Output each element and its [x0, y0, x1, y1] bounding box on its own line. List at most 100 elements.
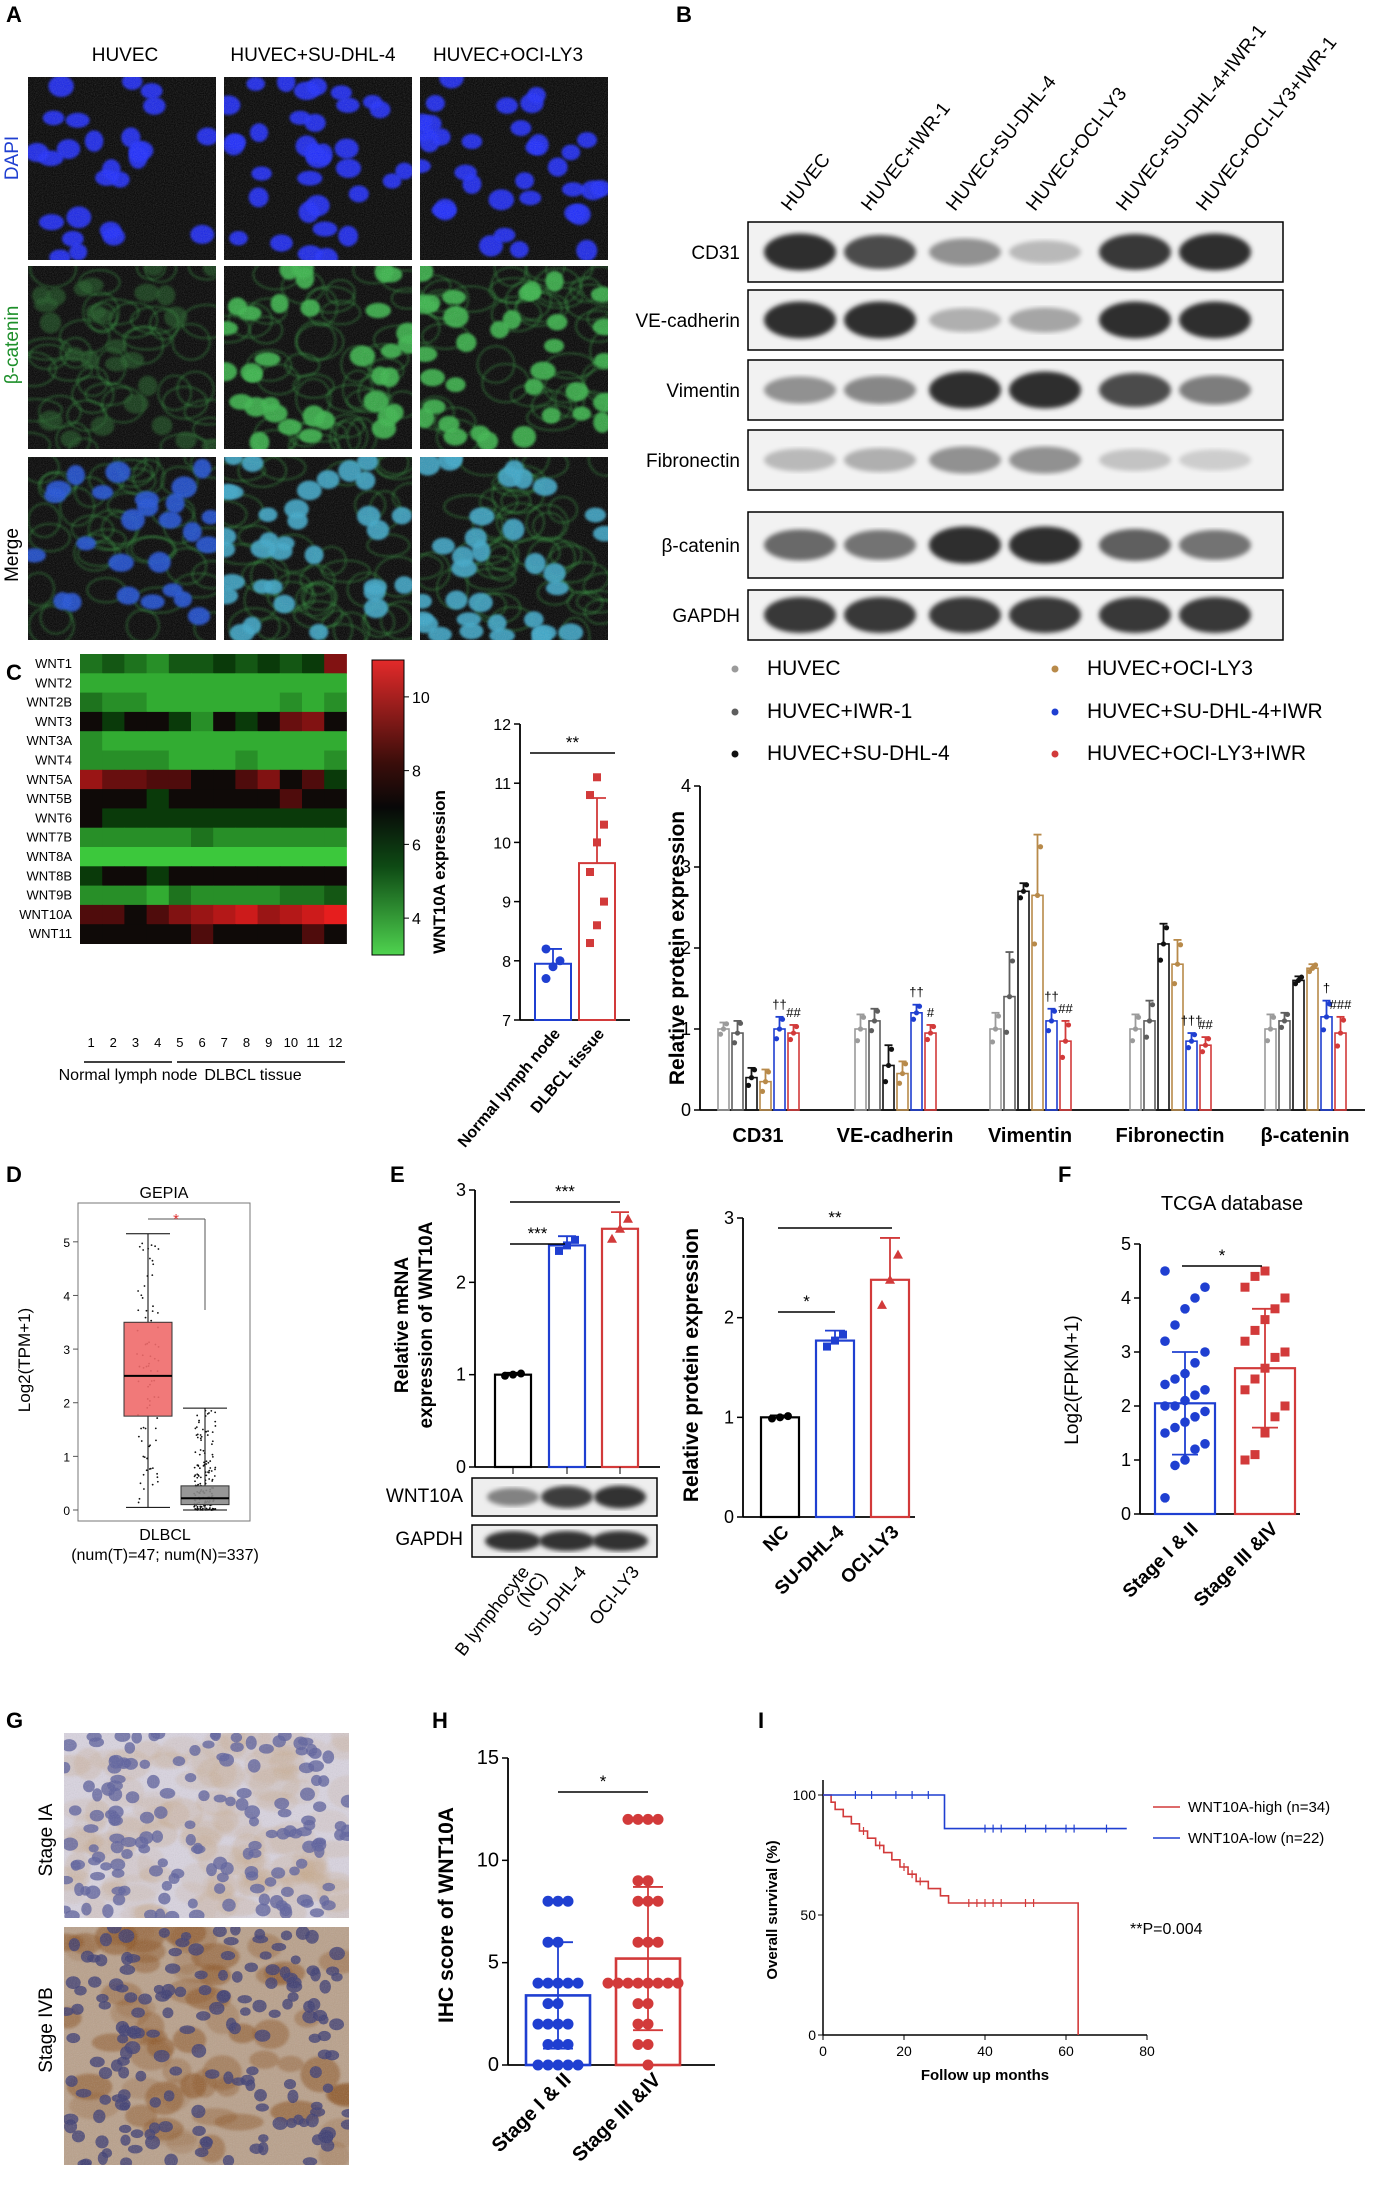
blot-band: [764, 529, 836, 561]
blot-band: [485, 1531, 541, 1551]
heatmap-gene-label: WNT11: [29, 926, 72, 941]
panel-letter-b: B: [676, 2, 692, 27]
y-tick-label: 2: [456, 1272, 466, 1292]
legend-marker: [731, 750, 739, 758]
blot-band: [764, 448, 836, 472]
data-point: [748, 1075, 755, 1081]
heatmap-cell: [146, 789, 170, 809]
y-tick-label: 4: [63, 1289, 70, 1303]
bar: [1045, 1020, 1058, 1111]
data-point: [642, 2039, 654, 2051]
bar: [1278, 1020, 1291, 1111]
data-point: [199, 1506, 202, 1508]
heatmap-cell: [124, 866, 148, 887]
data-point: [199, 1508, 202, 1511]
y-tick-label: 12: [493, 717, 511, 734]
data-point: [1034, 892, 1041, 898]
data-point: [632, 1977, 644, 1989]
y-tick-label: 0: [63, 1504, 70, 1518]
heatmap-cell: [324, 769, 347, 790]
blot-band-label: β-catenin: [661, 536, 740, 557]
blot-band-label: CD31: [691, 243, 740, 264]
heatmap-cell: [102, 654, 125, 674]
data-point: [1280, 1347, 1290, 1357]
heatmap-cell: [191, 750, 214, 771]
data-point: [152, 1263, 155, 1266]
legend-label: HUVEC+IWR-1: [767, 700, 912, 723]
data-point: [542, 1895, 554, 1907]
x-axis-label: Follow up months: [921, 2067, 1049, 2084]
legend-marker: [731, 665, 739, 673]
data-point: [199, 1476, 202, 1479]
data-point: [200, 1435, 203, 1438]
data-point: [143, 1456, 146, 1459]
heatmap-cell: [279, 847, 303, 867]
box: [123, 1321, 173, 1417]
bar: [868, 1020, 881, 1111]
data-point: [1298, 974, 1305, 980]
data-point: [632, 2018, 644, 2030]
y-tick-label: 10: [493, 835, 511, 852]
heatmap-cell: [235, 924, 259, 944]
data-point: [196, 1436, 199, 1439]
data-point: [1334, 1043, 1341, 1049]
blot-band: [1179, 449, 1251, 471]
heatmap-cell: [235, 673, 259, 694]
data-point: [1170, 1374, 1180, 1384]
heatmap-cell: [168, 847, 192, 867]
heatmap-cell: [191, 711, 214, 732]
legend-label: HUVEC+OCI-LY3: [1087, 657, 1253, 680]
data-point: [1135, 1014, 1142, 1020]
heatmap-gene-label: WNT2: [35, 675, 72, 690]
panel-letter-i: I: [758, 1708, 764, 1733]
data-point: [602, 1977, 614, 1989]
data-point: [1160, 1379, 1170, 1390]
data-point: [586, 791, 594, 800]
data-point: [652, 1977, 664, 1989]
heatmap-cell: [168, 731, 192, 751]
heatmap-cell: [191, 924, 214, 944]
chart-title: GEPIA: [140, 1185, 189, 1202]
annotation-label: †††: [1181, 1013, 1203, 1028]
y-tick-label: 1: [681, 1019, 691, 1039]
data-point: [1200, 1385, 1210, 1395]
x-tick-label: B lymphocyte: [451, 1562, 533, 1659]
data-point: [194, 1451, 197, 1454]
data-point: [212, 1508, 215, 1510]
data-point: [1023, 882, 1030, 888]
heatmap-cell: [168, 750, 192, 771]
heatmap-cell: [168, 692, 192, 713]
heatmap-cell: [124, 885, 148, 906]
blot-band: [1179, 375, 1251, 405]
heatmap-cell: [80, 654, 103, 674]
data-point: [206, 1508, 209, 1511]
heatmap-cell: [168, 924, 192, 944]
data-point: [199, 1434, 202, 1436]
data-point: [152, 1305, 154, 1308]
bar: [1199, 1044, 1212, 1111]
data-point: [202, 1464, 205, 1467]
data-point: [857, 1026, 864, 1032]
heatmap-cell: [80, 827, 103, 848]
bar: [787, 1032, 800, 1111]
heatmap-cell: [191, 769, 214, 790]
heatmap-cell: [168, 654, 192, 674]
heatmap-cell: [146, 769, 170, 790]
data-point: [652, 1936, 664, 1948]
significance-label: **: [828, 1208, 842, 1227]
data-point: [144, 1427, 147, 1430]
y-axis-label: Log2(TPM+1): [15, 1308, 34, 1412]
panel-f-tcga-bar: 0 1 2 3 4 5 TCGA database Log2(FPKM+1) Stage I &…: [1062, 1193, 1303, 1611]
annotation-label: ††: [1044, 989, 1058, 1004]
blot-band-label: Fibronectin: [646, 451, 740, 472]
blot-band: [1179, 233, 1251, 271]
bar: [1143, 1020, 1156, 1111]
data-point: [151, 1483, 154, 1486]
data-point: [532, 2059, 544, 2071]
heatmap-cell: [213, 924, 236, 944]
data-point: [913, 1010, 920, 1016]
heatmap-cell: [279, 904, 303, 925]
data-point: [211, 1508, 213, 1511]
data-point: [205, 1474, 208, 1477]
heatmap-cell: [102, 692, 125, 713]
